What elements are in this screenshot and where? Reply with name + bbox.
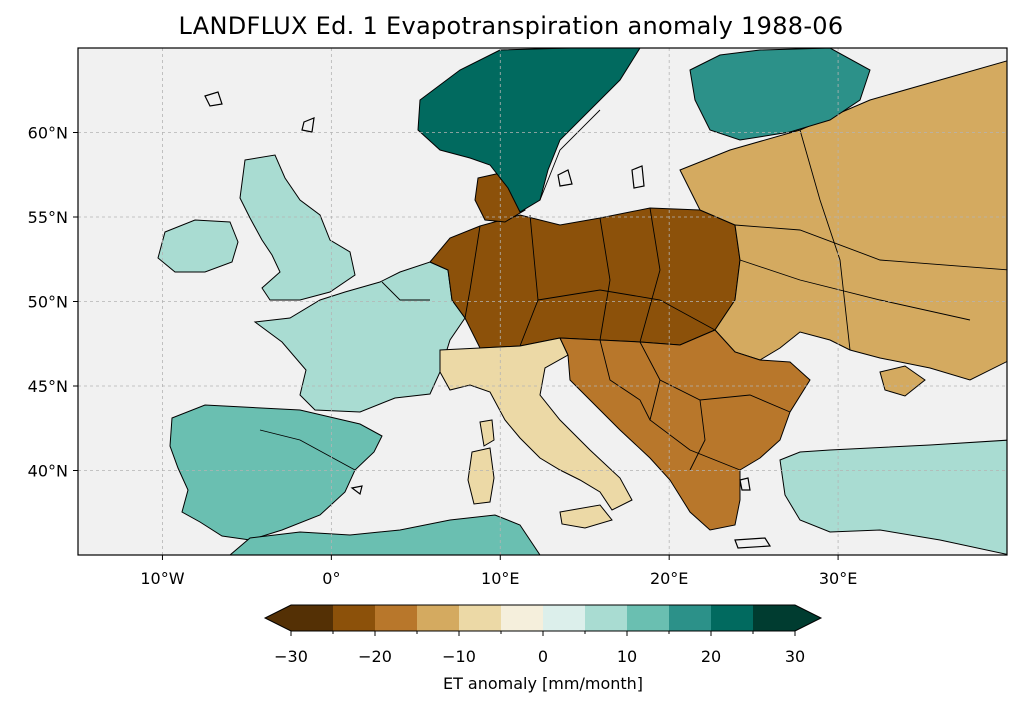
region-finland [689,48,871,141]
colorbar-bin [543,605,586,631]
colorbar-tick-label: 20 [701,647,721,666]
region-sicily [559,504,613,529]
lat-tick-label: 45°N [28,377,68,396]
border-line [259,429,356,471]
colorbar-bin [627,605,670,631]
latitude-axis: 60°N 55°N 50°N 45°N 40°N [28,124,78,481]
colorbar-bin [501,605,544,631]
colorbar-bin [585,605,628,631]
lat-tick-label: 50°N [28,293,68,312]
region-balkans [559,329,811,531]
region-corsica [479,419,495,447]
border-line [599,217,611,341]
region-sardinia [467,447,495,505]
colorbar-bin [669,605,712,631]
colorbar-bin [711,605,754,631]
region-turkey [779,439,1007,555]
border-line [537,289,716,331]
colorbar-tick-label: −10 [442,647,476,666]
colorbar-bin [291,605,334,631]
region-scandinavia [417,48,641,213]
colorbar-label: ET anomaly [mm/month] [442,674,644,693]
colorbar-tick-label: 10 [617,647,637,666]
colorbar-under-extension [265,605,291,631]
region-france [253,261,466,413]
colorbar: −30 −20 −10 0 10 20 30 [263,604,823,666]
region-ireland [157,219,239,273]
border-line [464,225,481,319]
colorbar-tick-label: −20 [358,647,392,666]
longitude-axis: 10°W 0° 10°E 20°E 30°E [140,555,857,588]
map-title: LANDFLUX Ed. 1 Evapotranspiration anomal… [178,12,844,40]
colorbar-bin [753,605,796,631]
border-line [689,399,706,471]
region-central-europe [429,207,741,349]
islands-layer [204,91,772,549]
border-line [639,207,661,343]
colorbar-bin [417,605,460,631]
border-line [649,379,741,471]
border-layer [259,109,1007,471]
border-line [799,129,851,351]
colorbar-bin [333,605,376,631]
colorbar-tick-label: −30 [274,647,308,666]
colorbar-tick-label: 30 [785,647,805,666]
lon-tick-label: 10°E [481,569,519,588]
lon-tick-label: 30°E [819,569,857,588]
region-crimea [879,365,926,397]
island-outline [734,537,772,549]
border-line [599,339,651,421]
border-line [734,224,1007,271]
region-north-africa [229,514,541,555]
lon-tick-label: 20°E [650,569,688,588]
region-eastern-europe [679,60,1007,381]
region-great-britain [239,154,356,301]
island-outline [739,477,751,491]
lat-tick-label: 55°N [28,208,68,227]
island-outline [301,117,315,133]
island-outline [350,485,363,496]
gridlines [78,48,1007,555]
border-line [739,259,971,321]
colorbar-bin [459,605,502,631]
land-layer [157,48,1007,555]
island-outline [631,165,645,189]
colorbar-bin [375,605,418,631]
island-outline [557,169,573,187]
region-iberia [169,404,383,541]
lat-tick-label: 60°N [28,124,68,143]
border-line [539,109,601,201]
lat-tick-label: 40°N [28,462,68,481]
colorbar-tick-label: 0 [538,647,548,666]
island-outline [204,91,223,107]
lon-tick-label: 0° [322,569,340,588]
colorbar-over-extension [795,605,821,631]
lon-tick-label: 10°W [140,569,184,588]
border-line [381,281,430,301]
